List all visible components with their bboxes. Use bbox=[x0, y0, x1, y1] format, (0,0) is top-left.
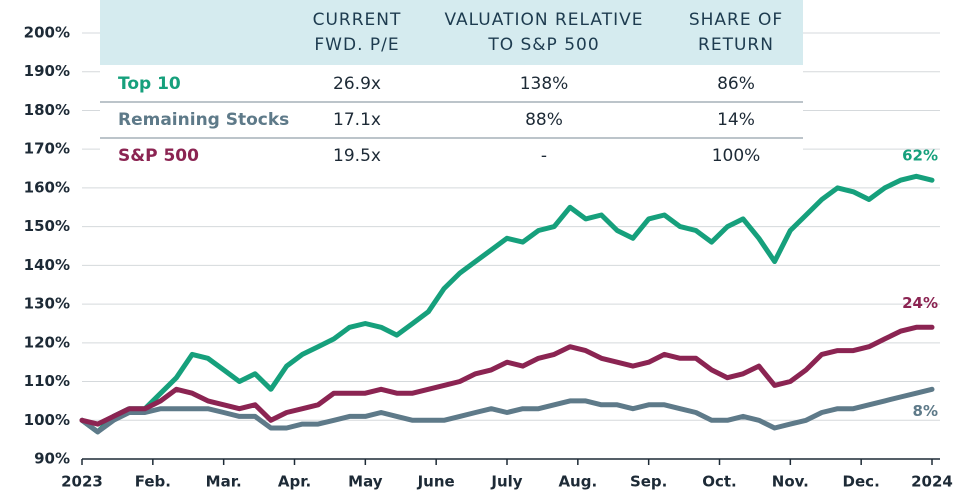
y-tick-label: 120% bbox=[24, 333, 70, 351]
x-tick-label: Mar. bbox=[206, 473, 242, 491]
y-tick-label: 190% bbox=[24, 62, 70, 80]
y-tick-label: 160% bbox=[24, 178, 70, 196]
series-line bbox=[79, 386, 935, 435]
table-cell: 26.9x bbox=[333, 74, 381, 94]
x-tick-label: 2024 bbox=[911, 473, 953, 491]
series-line bbox=[79, 173, 935, 435]
x-tick-label: Nov. bbox=[772, 473, 809, 491]
x-tick-label: Aug. bbox=[558, 473, 597, 491]
x-tick-label: Oct. bbox=[702, 473, 737, 491]
y-tick-label: 140% bbox=[24, 256, 70, 274]
row-label: Top 10 bbox=[118, 74, 181, 94]
column-header: FWD. P/E bbox=[314, 35, 399, 55]
table-cell: - bbox=[541, 146, 547, 166]
x-tick-label: Feb. bbox=[135, 473, 171, 491]
x-tick-label: Apr. bbox=[278, 473, 311, 491]
x-tick-label: 2023 bbox=[61, 473, 103, 491]
table-cell: 88% bbox=[525, 110, 563, 130]
column-header: SHARE OF bbox=[689, 10, 783, 30]
row-label: S&P 500 bbox=[118, 146, 199, 166]
table-cell: 19.5x bbox=[333, 146, 381, 166]
x-tick-label: Sep. bbox=[630, 473, 667, 491]
table-cell: 138% bbox=[520, 74, 569, 94]
end-label: 24% bbox=[902, 294, 938, 312]
y-tick-label: 100% bbox=[24, 411, 70, 429]
x-tick-label: July bbox=[490, 473, 522, 491]
x-tick-label: Dec. bbox=[843, 473, 880, 491]
table-cell: 17.1x bbox=[333, 110, 381, 130]
column-header: TO S&P 500 bbox=[487, 35, 599, 55]
series-line bbox=[79, 324, 935, 427]
y-tick-label: 90% bbox=[34, 450, 70, 468]
x-tick-label: May bbox=[348, 473, 383, 491]
y-tick-label: 170% bbox=[24, 140, 70, 158]
end-label: 62% bbox=[902, 147, 938, 165]
table-cell: 86% bbox=[717, 74, 755, 94]
y-tick-label: 130% bbox=[24, 295, 70, 313]
y-tick-label: 110% bbox=[24, 372, 70, 390]
table-cell: 14% bbox=[717, 110, 755, 130]
column-header: CURRENT bbox=[313, 10, 402, 30]
row-label: Remaining Stocks bbox=[118, 110, 289, 130]
table-header bbox=[100, 0, 803, 65]
y-tick-label: 200% bbox=[24, 24, 70, 42]
end-label: 8% bbox=[913, 402, 938, 420]
y-tick-label: 180% bbox=[24, 101, 70, 119]
x-tick-label: June bbox=[417, 473, 455, 491]
column-header: VALUATION RELATIVE bbox=[445, 10, 644, 30]
table-cell: 100% bbox=[712, 146, 761, 166]
y-tick-label: 150% bbox=[24, 217, 70, 235]
column-header: RETURN bbox=[698, 35, 774, 55]
